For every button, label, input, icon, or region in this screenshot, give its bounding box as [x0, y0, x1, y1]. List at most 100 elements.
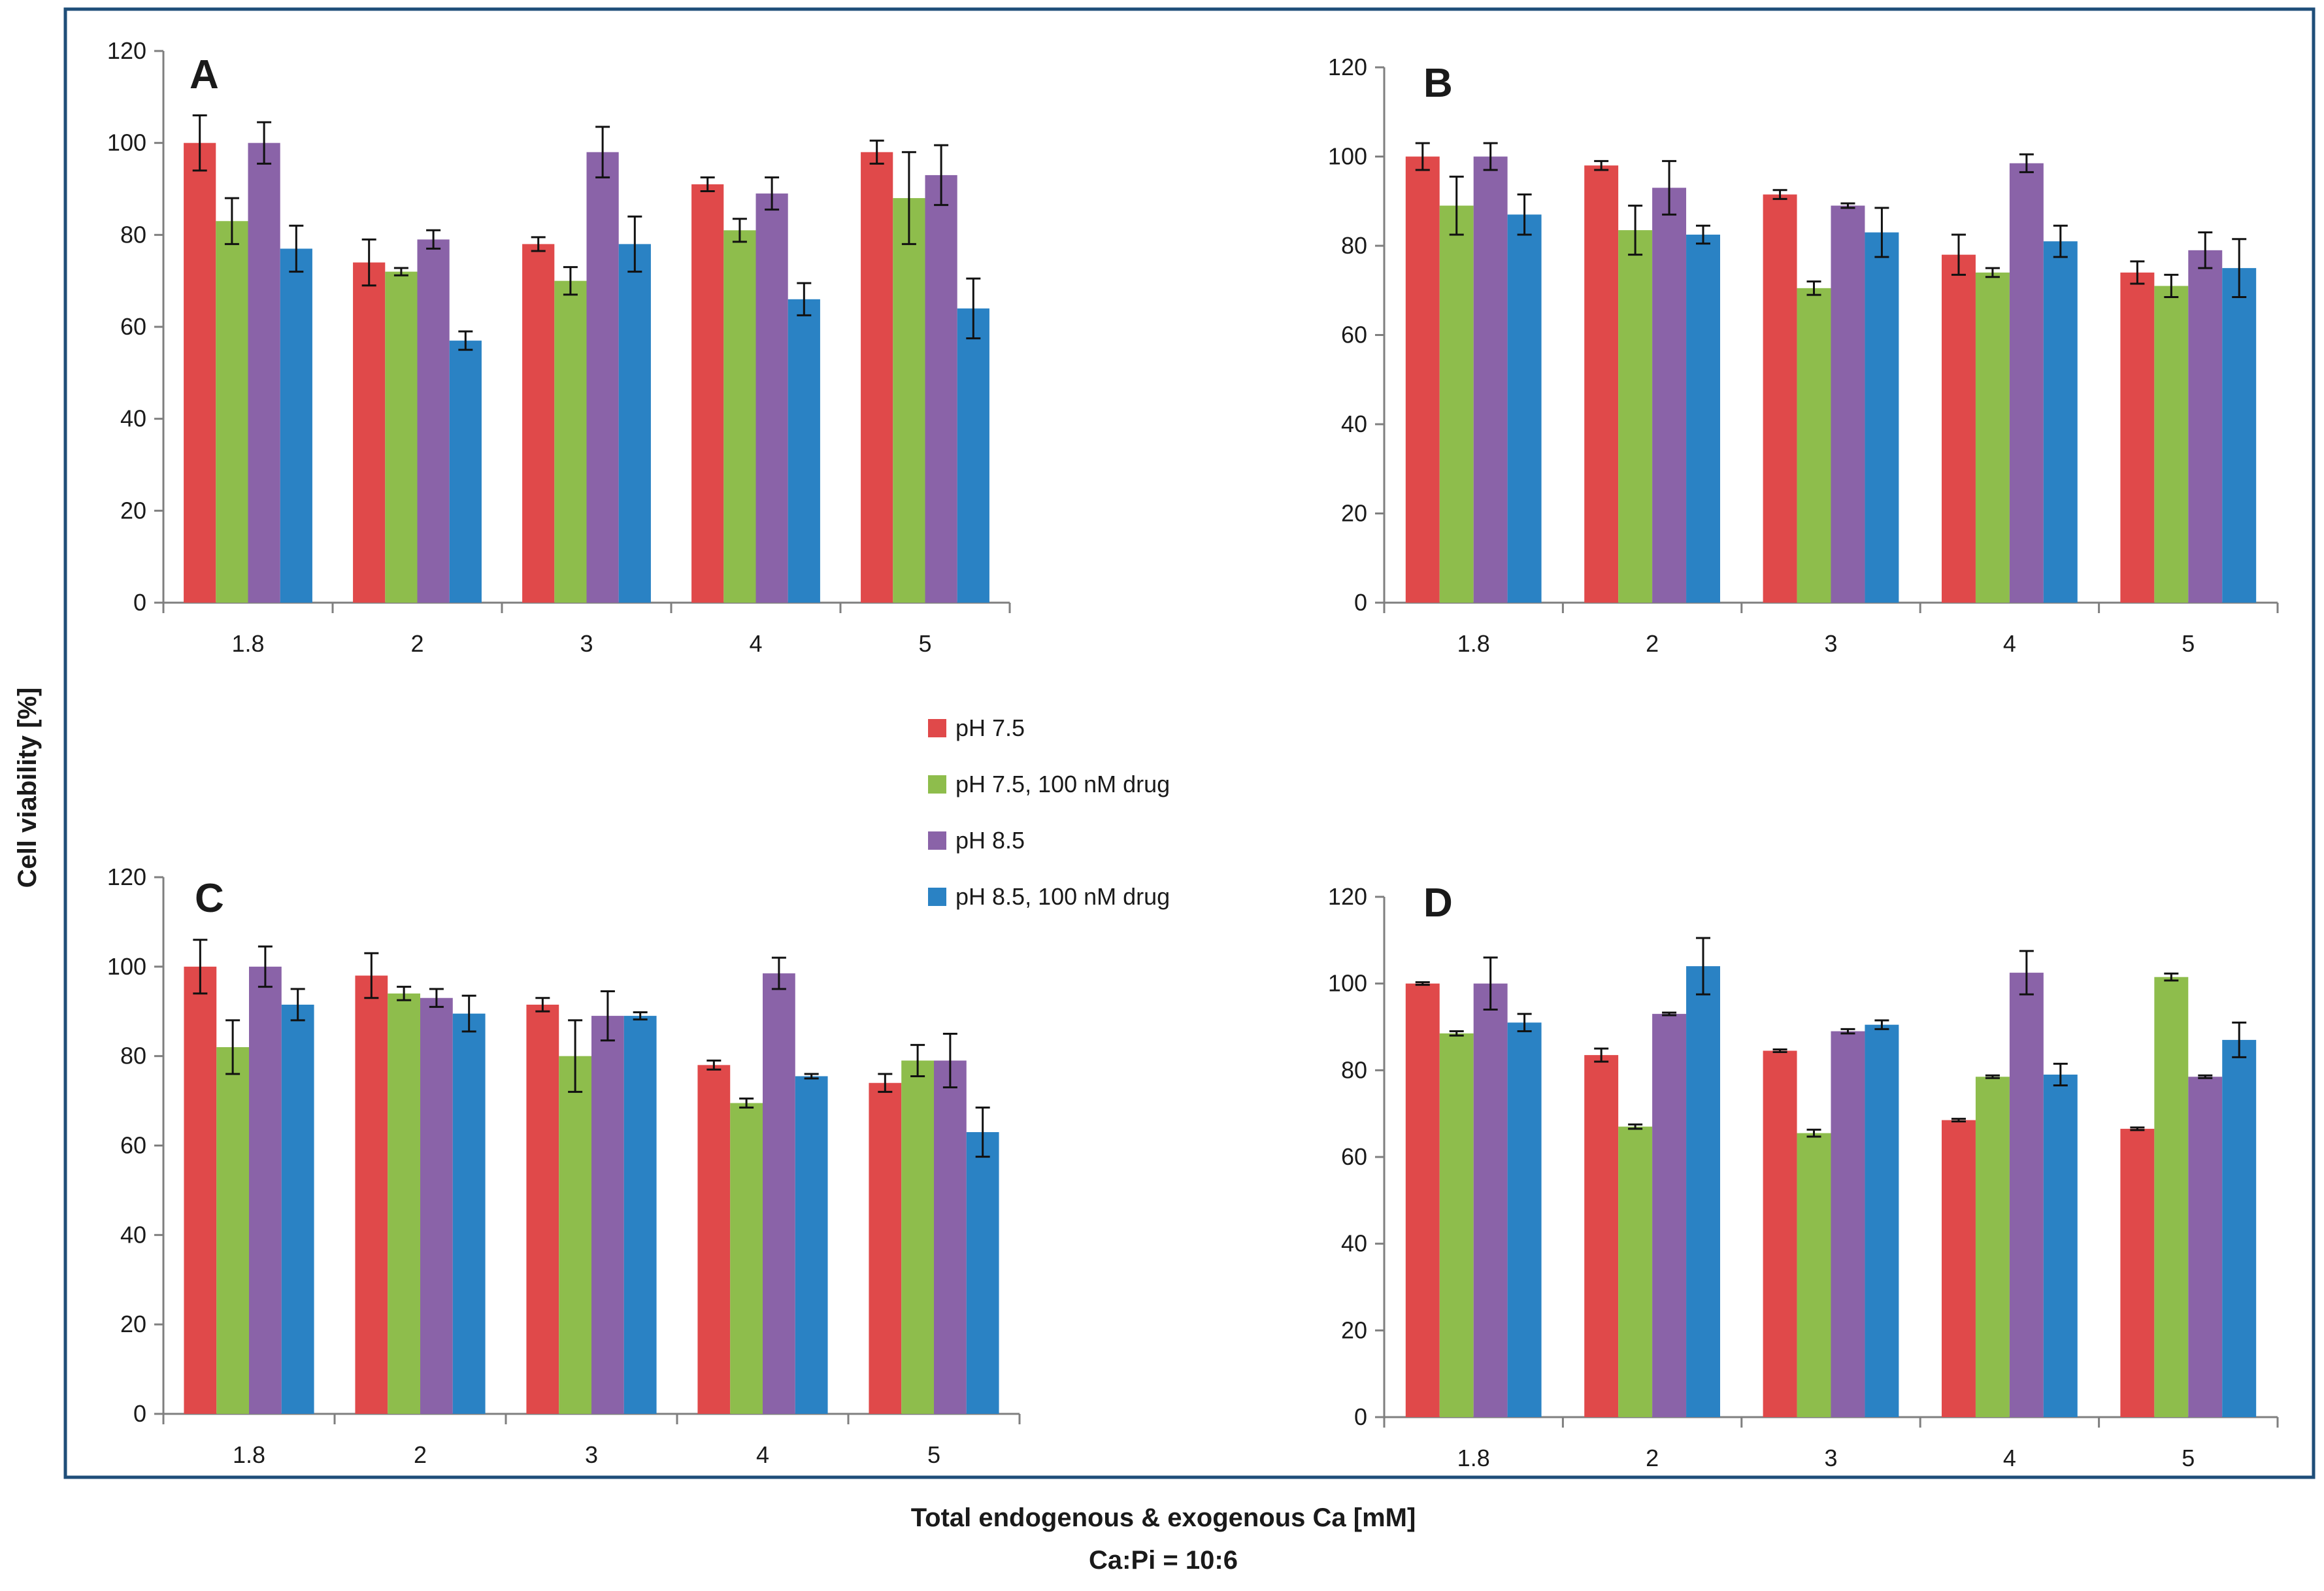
bar — [1831, 205, 1865, 603]
bar — [355, 975, 388, 1414]
x-tick-label: 5 — [927, 1441, 940, 1468]
y-tick-label: 40 — [1341, 1230, 1367, 1257]
bar — [755, 193, 788, 603]
bar — [2188, 1077, 2223, 1417]
y-tick-label: 100 — [1328, 143, 1367, 170]
bar — [1473, 983, 1508, 1417]
y-tick-label: 60 — [1341, 322, 1367, 348]
bar — [249, 966, 282, 1414]
bar — [788, 299, 820, 603]
bar — [869, 1082, 902, 1414]
bar — [449, 341, 482, 603]
bar — [388, 993, 420, 1414]
bar — [353, 262, 386, 603]
bar — [730, 1103, 763, 1414]
x-tick-label: 1.8 — [1457, 630, 1490, 657]
bar — [248, 142, 280, 603]
bar — [420, 997, 453, 1414]
x-tick-label: 4 — [749, 630, 762, 657]
x-tick-label: 4 — [2003, 630, 2016, 657]
bar — [957, 308, 989, 603]
bar — [1942, 1120, 1976, 1417]
y-tick-label: 80 — [120, 221, 146, 248]
y-tick-label: 20 — [1341, 1316, 1367, 1343]
panel-label: B — [1423, 61, 1453, 106]
bar — [1686, 234, 1720, 603]
bar — [966, 1131, 999, 1414]
bar — [691, 184, 724, 603]
bar — [1405, 983, 1440, 1417]
y-tick-label: 80 — [1341, 232, 1367, 259]
bar — [586, 152, 619, 603]
bar — [901, 1060, 934, 1414]
bar — [2120, 1128, 2155, 1417]
legend-swatch — [928, 775, 946, 794]
bar — [281, 1004, 314, 1414]
bar — [1975, 1077, 2010, 1417]
bar — [591, 1016, 624, 1414]
bar — [618, 244, 651, 603]
x-tick-label: 3 — [585, 1441, 598, 1468]
bar — [2043, 241, 2078, 603]
y-tick-label: 0 — [133, 1400, 146, 1427]
x-tick-label: 2 — [1646, 630, 1659, 657]
bar — [554, 280, 587, 603]
figure-frame — [63, 7, 2316, 1479]
y-axis-title: Cell viability [%] — [13, 688, 42, 888]
legend-swatch — [928, 831, 946, 850]
y-tick-label: 60 — [1341, 1143, 1367, 1170]
bar — [2043, 1074, 2078, 1417]
x-tick-label: 1.8 — [1457, 1445, 1490, 1471]
y-tick-label: 80 — [1341, 1056, 1367, 1083]
bar — [184, 142, 216, 603]
y-tick-label: 20 — [120, 1311, 146, 1337]
bar — [1507, 1022, 1542, 1417]
legend-entry: pH 8.5 — [955, 827, 1025, 854]
bar — [1763, 194, 1797, 603]
legend-entry: pH 8.5, 100 nM drug — [955, 883, 1170, 910]
y-tick-label: 0 — [133, 589, 146, 616]
bar — [1618, 230, 1653, 603]
x-tick-label: 4 — [756, 1441, 769, 1468]
bar — [1618, 1126, 1653, 1417]
bar — [2009, 163, 2044, 603]
bar — [1763, 1050, 1797, 1417]
y-tick-label: 100 — [107, 129, 146, 156]
bar — [216, 221, 248, 603]
y-tick-label: 120 — [107, 863, 146, 890]
bar — [522, 244, 555, 603]
x-axis-subtitle: Ca:Pi = 10:6 — [1089, 1546, 1238, 1575]
panel-label: C — [195, 876, 224, 921]
bar — [1405, 156, 1440, 603]
bar — [2222, 268, 2257, 603]
bar — [763, 973, 795, 1414]
legend-entry: pH 7.5 — [955, 714, 1025, 741]
panel-label: D — [1423, 880, 1453, 926]
panel-d: 0 20 40 60 80 100 120 1.8 2 3 4 5 D — [1328, 880, 2279, 1471]
y-tick-label: 40 — [1341, 410, 1367, 437]
x-tick-label: 5 — [918, 630, 931, 657]
bar — [623, 1016, 657, 1414]
bar — [1439, 205, 1474, 603]
bar — [452, 1013, 486, 1414]
x-tick-label: 5 — [2182, 630, 2195, 657]
x-tick-label: 3 — [1824, 630, 1837, 657]
legend: pH 7.5 pH 7.5, 100 nM drug pH 8.5 pH 8.5, 1… — [928, 714, 1170, 910]
bar — [795, 1076, 828, 1414]
bar — [385, 271, 418, 603]
bar — [1507, 214, 1542, 603]
bar — [1831, 1031, 1865, 1417]
bar — [1942, 254, 1976, 603]
y-tick-label: 40 — [120, 405, 146, 432]
bar — [1686, 966, 1720, 1417]
bar — [2120, 272, 2155, 603]
bar — [1652, 1014, 1687, 1417]
legend-swatch — [928, 888, 946, 906]
x-tick-label: 2 — [410, 630, 423, 657]
x-axis-title: Total endogenous & exogenous Ca [mM] — [911, 1503, 1416, 1532]
bar — [417, 239, 450, 603]
bar — [1975, 272, 2010, 603]
bar — [559, 1056, 591, 1414]
bar — [1865, 1024, 1899, 1417]
